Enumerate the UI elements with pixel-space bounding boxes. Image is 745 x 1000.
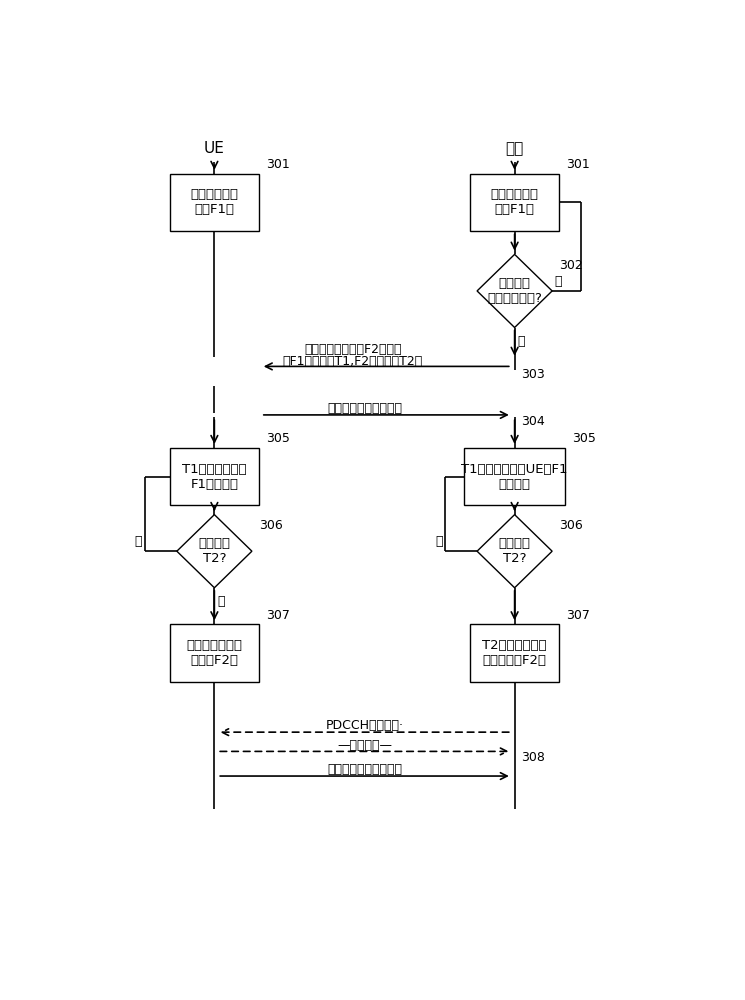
Text: 工作在原工作
频率F1上: 工作在原工作 频率F1上 [191,188,238,216]
Text: —资源请求—: —资源请求— [337,739,392,752]
Bar [470,624,559,682]
Text: （F1停止时间T1,F2开始时间T2）: （F1停止时间T1,F2开始时间T2） [283,355,423,368]
Text: 303: 303 [522,368,545,381]
Bar [170,448,259,505]
Text: 是否需要
切换工作频率?: 是否需要 切换工作频率? [487,277,542,305]
Polygon shape [477,254,552,328]
Text: 基站: 基站 [506,141,524,156]
Text: T1到达，停止与UE在F1
上的通信: T1到达，停止与UE在F1 上的通信 [461,463,568,491]
Text: 304: 304 [522,415,545,428]
Text: UE: UE [204,141,225,156]
Text: T1到达，停止在
F1上的通信: T1到达，停止在 F1上的通信 [182,463,247,491]
Text: 305: 305 [266,432,290,445]
Text: PDCCH资源调度·: PDCCH资源调度· [326,719,404,732]
Text: 306: 306 [559,519,583,532]
Polygon shape [177,515,252,588]
Text: 否: 否 [554,275,562,288]
Text: 是: 是 [218,595,225,608]
Text: 305: 305 [572,432,596,445]
Text: 小区工作频率切换完成: 小区工作频率切换完成 [327,763,402,776]
Polygon shape [477,515,552,588]
Text: 307: 307 [266,609,290,622]
Text: 小区工作频率切换响应: 小区工作频率切换响应 [327,402,402,415]
Text: 是: 是 [518,335,525,348]
Text: 307: 307 [566,609,590,622]
Bar [170,174,259,231]
Text: 工作在原工作
频率F1上: 工作在原工作 频率F1上 [491,188,539,216]
Text: 301: 301 [266,158,290,171]
Text: 308: 308 [522,751,545,764]
Text: 302: 302 [559,259,583,272]
Bar [464,448,565,505]
Text: 直接工作在新工
作频率F2上: 直接工作在新工 作频率F2上 [186,639,242,667]
Bar [470,174,559,231]
Text: 是否到达
T2?: 是否到达 T2? [498,537,530,565]
Text: 切换到新工作频率F2的命令: 切换到新工作频率F2的命令 [304,343,402,356]
Bar [170,624,259,682]
Text: 否: 否 [435,535,443,548]
Text: 是否到达
T2?: 是否到达 T2? [198,537,230,565]
Text: T2到达，工作在
新工作频率F2上: T2到达，工作在 新工作频率F2上 [482,639,547,667]
Text: 306: 306 [259,519,282,532]
Text: 否: 否 [135,535,142,548]
Text: 301: 301 [566,158,590,171]
